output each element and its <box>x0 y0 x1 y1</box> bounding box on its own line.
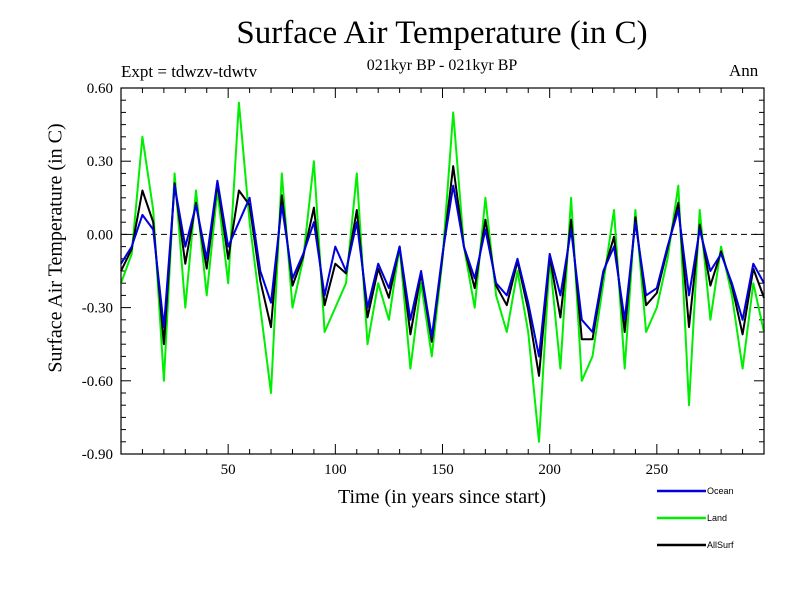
chart-subtitle: 021kyr BP - 021kyr BP <box>366 57 518 74</box>
legend-label-land: Land <box>707 513 727 523</box>
season-label: Ann <box>729 61 759 80</box>
plot-frame <box>120 87 765 455</box>
x-tick-label: 200 <box>538 462 561 478</box>
y-tick-label: 0.00 <box>87 227 113 243</box>
experiment-label: Expt = tdwzv-tdwtv <box>121 62 258 81</box>
chart-title: Surface Air Temperature (in C) <box>236 15 648 51</box>
y-tick-label: -0.60 <box>82 374 113 390</box>
x-tick-label: 150 <box>431 462 454 478</box>
y-tick-label: 0.30 <box>87 154 113 170</box>
series-line-land <box>120 101 765 443</box>
y-tick-label: -0.30 <box>82 301 113 317</box>
x-tick-label: 50 <box>221 462 236 478</box>
x-tick-label: 100 <box>324 462 347 478</box>
series-line-ocean <box>120 179 765 358</box>
legend-label-allsurf: AllSurf <box>707 540 734 550</box>
y-tick-label: 0.60 <box>87 81 113 97</box>
x-tick-label: 250 <box>646 462 669 478</box>
legend-label-ocean: Ocean <box>707 486 734 496</box>
y-tick-label: -0.90 <box>82 447 113 463</box>
x-axis-label: Time (in years since start) <box>337 486 547 508</box>
